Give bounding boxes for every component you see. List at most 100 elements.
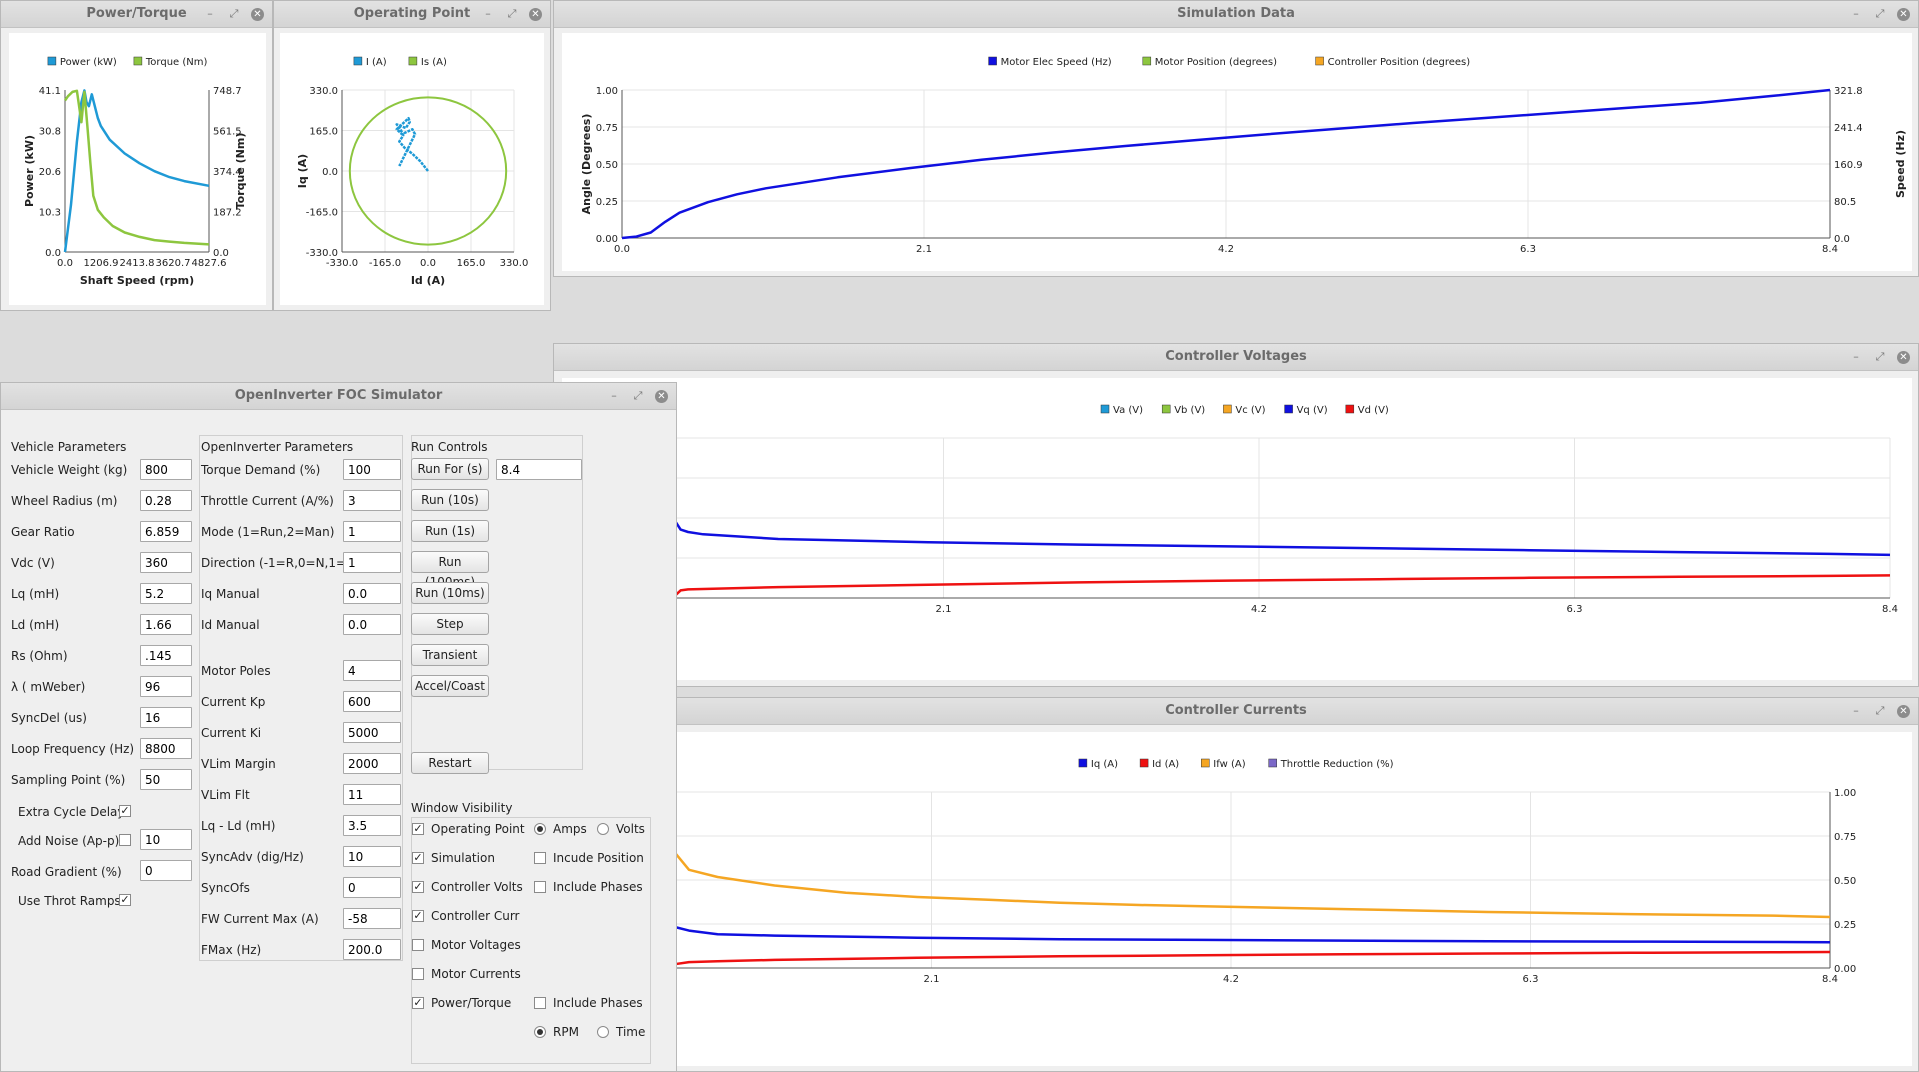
minimize-icon[interactable]: – — [1853, 7, 1859, 20]
add-noise-checkbox[interactable] — [119, 834, 131, 846]
oi-param-input[interactable] — [343, 846, 401, 867]
window-title: Simulation Data — [1177, 6, 1295, 21]
vehicle-param-input[interactable] — [140, 459, 192, 480]
x-tick-label: 4.2 — [1251, 604, 1267, 615]
visibility-checkbox[interactable]: ✓ — [412, 880, 424, 893]
vehicle-param-input[interactable] — [140, 552, 192, 573]
run-control-button[interactable]: Step — [411, 613, 489, 635]
vehicle-param-input[interactable] — [140, 583, 192, 604]
restore-icon[interactable]: ⤢ — [507, 7, 517, 20]
oi-param-input[interactable] — [343, 490, 401, 511]
volts-radio[interactable] — [597, 823, 609, 835]
visibility-checkbox[interactable]: ✓ — [412, 996, 424, 1009]
road-gradient-input[interactable] — [140, 860, 192, 881]
legend-swatch — [47, 56, 57, 66]
run-for-input[interactable] — [496, 459, 582, 480]
restart-button[interactable]: Restart — [411, 752, 489, 774]
close-icon[interactable]: ✕ — [1897, 350, 1910, 364]
restore-icon[interactable]: ⤢ — [1875, 704, 1885, 717]
visibility-checkbox[interactable] — [412, 939, 424, 951]
run-control-button[interactable]: Run (100ms) — [411, 551, 489, 589]
oi-param-input[interactable] — [343, 583, 401, 604]
oi-param-input[interactable] — [343, 459, 401, 480]
oi-param-input[interactable] — [343, 908, 401, 929]
x-tick-label: 4827.6 — [192, 258, 227, 269]
visibility-checkbox[interactable]: ✓ — [412, 851, 424, 864]
minimize-icon[interactable]: – — [1853, 704, 1859, 717]
run-control-button[interactable]: Transient — [411, 644, 489, 666]
simulation-data-chart: 0.0 2.1 4.2 6.3 8.4 0.00 0.25 0.50 0.75 1.00 0.0 80… — [562, 33, 1912, 271]
series-line — [395, 116, 429, 172]
legend-swatch — [1268, 758, 1277, 768]
restore-icon[interactable]: ⤢ — [1875, 350, 1885, 363]
run-for-button[interactable]: Run For (s) — [411, 458, 489, 480]
oi-param-input[interactable] — [343, 815, 401, 836]
y-tick-label: -165.0 — [306, 208, 338, 219]
close-icon[interactable]: ✕ — [1897, 704, 1910, 718]
restore-icon[interactable]: ⤢ — [633, 389, 643, 402]
time-radio[interactable] — [597, 1026, 609, 1038]
vehicle-param-input[interactable] — [140, 490, 192, 511]
run-control-button[interactable]: Run (10s) — [411, 489, 489, 511]
include-phases-currents-checkbox[interactable] — [534, 997, 546, 1009]
x-tick-label: 6.3 — [1523, 974, 1539, 985]
minimize-icon[interactable]: – — [207, 7, 213, 20]
vehicle-param-input[interactable] — [140, 769, 192, 790]
run-control-button[interactable]: Run (1s) — [411, 520, 489, 542]
amps-radio[interactable] — [534, 823, 546, 835]
vehicle-param-input[interactable] — [140, 738, 192, 759]
simulation-data-titlebar[interactable]: Simulation Data – ⤢ ✕ — [554, 1, 1918, 28]
rpm-radio[interactable] — [534, 1026, 546, 1038]
close-icon[interactable]: ✕ — [1897, 7, 1910, 21]
vehicle-param-input[interactable] — [140, 707, 192, 728]
visibility-checkbox[interactable] — [412, 968, 424, 980]
run-control-button[interactable]: Run (10ms) — [411, 582, 489, 604]
vehicle-param-label: Lq (mH) — [11, 587, 60, 601]
vehicle-param-input[interactable] — [140, 645, 192, 666]
vehicle-param-label: Gear Ratio — [11, 525, 75, 539]
minimize-icon[interactable]: – — [485, 7, 491, 20]
oi-param-input[interactable] — [343, 877, 401, 898]
minimize-icon[interactable]: – — [1853, 350, 1859, 363]
y-tick-label: 0.75 — [596, 123, 618, 134]
use-throt-ramps-checkbox[interactable]: ✓ — [119, 893, 131, 906]
legend-swatch — [1284, 404, 1293, 414]
oi-param-input[interactable] — [343, 691, 401, 712]
oi-param-input[interactable] — [343, 722, 401, 743]
close-icon[interactable]: ✕ — [529, 7, 542, 21]
close-icon[interactable]: ✕ — [251, 7, 264, 21]
visibility-label: Operating Point — [431, 822, 525, 836]
vehicle-param-input[interactable] — [140, 676, 192, 697]
include-position-label: Incude Position — [553, 851, 644, 865]
minimize-icon[interactable]: – — [611, 389, 617, 402]
simulator-titlebar[interactable]: OpenInverter FOC Simulator – ⤢ ✕ — [1, 383, 676, 410]
oi-param-input[interactable] — [343, 784, 401, 805]
controller-currents-titlebar[interactable]: Controller Currents – ⤢ ✕ — [554, 698, 1918, 725]
extra-cycle-delay-checkbox[interactable]: ✓ — [119, 804, 131, 817]
restore-icon[interactable]: ⤢ — [229, 7, 239, 20]
controller-voltages-titlebar[interactable]: Controller Voltages – ⤢ ✕ — [554, 344, 1918, 371]
oi-param-input[interactable] — [343, 521, 401, 542]
close-icon[interactable]: ✕ — [655, 389, 668, 403]
y-tick-label: 0.25 — [596, 197, 618, 208]
run-control-button[interactable]: Accel/Coast — [411, 675, 489, 697]
oi-param-input[interactable] — [343, 614, 401, 635]
vehicle-param-input[interactable] — [140, 521, 192, 542]
oi-param-input[interactable] — [343, 552, 401, 573]
y-tick-label: 330.0 — [309, 86, 338, 97]
oi-param-input[interactable] — [343, 939, 401, 960]
include-position-checkbox[interactable] — [534, 852, 546, 864]
vehicle-param-input[interactable] — [140, 614, 192, 635]
include-phases-volts-checkbox[interactable] — [534, 881, 546, 893]
oi-param-label: Direction (-1=R,0=N,1=F) — [201, 556, 358, 570]
power-torque-titlebar[interactable]: Power/Torque – ⤢ ✕ — [1, 1, 272, 28]
simulation-data-window: Simulation Data – ⤢ ✕ 0.0 2.1 4.2 6.3 8.4 0.00 0… — [553, 0, 1919, 277]
visibility-checkbox[interactable]: ✓ — [412, 822, 424, 835]
y-tick-label: 1.00 — [596, 86, 618, 97]
restore-icon[interactable]: ⤢ — [1875, 7, 1885, 20]
oi-param-input[interactable] — [343, 753, 401, 774]
add-noise-input[interactable] — [140, 829, 192, 850]
visibility-checkbox[interactable]: ✓ — [412, 909, 424, 922]
oi-param-input[interactable] — [343, 660, 401, 681]
operating-point-titlebar[interactable]: Operating Point – ⤢ ✕ — [274, 1, 550, 28]
